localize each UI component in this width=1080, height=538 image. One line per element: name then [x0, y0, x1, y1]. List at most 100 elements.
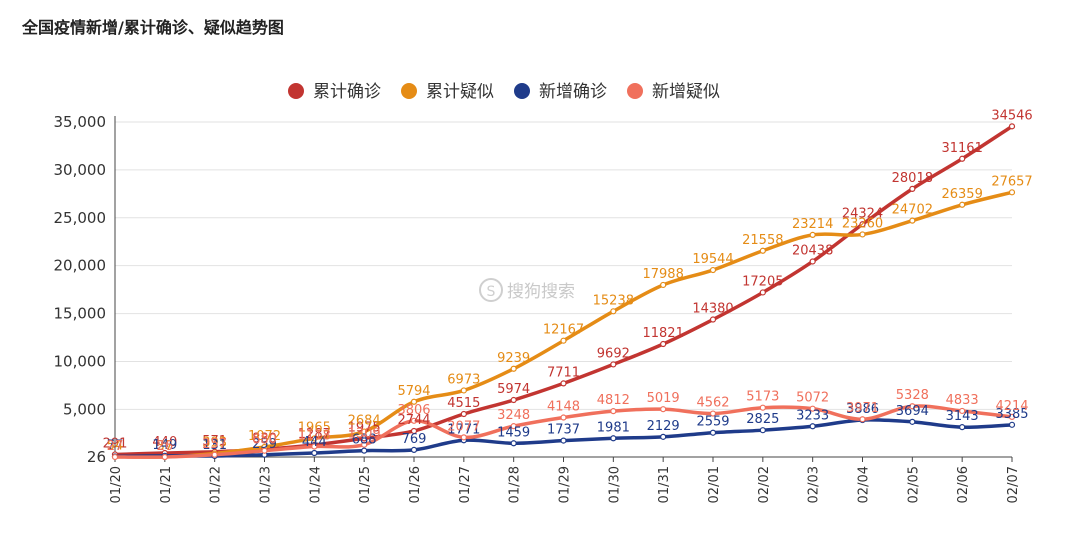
data-point [510, 396, 517, 404]
y-axis: 26 5,000 10,000 15,000 20,000 25,000 30,000 35,… [54, 113, 116, 466]
data-point [510, 423, 517, 430]
data-label: 1981 [597, 420, 630, 435]
data-point [759, 404, 766, 411]
data-label: 26 [157, 439, 174, 454]
data-label: 3385 [995, 407, 1028, 422]
data-point [909, 418, 916, 425]
data-label: 27 [107, 439, 124, 454]
data-point [660, 406, 667, 413]
x-tick-label: 02/01 [707, 466, 722, 503]
data-point [410, 398, 418, 405]
data-point [610, 408, 617, 415]
x-axis: 01/20 01/21 01/22 01/23 01/24 01/25 01/26 01/27… [109, 457, 1021, 503]
data-point [311, 443, 318, 450]
data-label: 15238 [593, 293, 634, 308]
data-label: 24324 [842, 206, 883, 221]
data-label: 257 [202, 437, 227, 452]
data-point [410, 427, 418, 435]
data-label: 1309 [348, 427, 381, 442]
x-tick-label: 01/29 [558, 466, 573, 503]
data-label: 5974 [497, 382, 530, 397]
data-point [859, 231, 866, 238]
data-label: 1771 [447, 422, 480, 437]
data-label: 77 [107, 439, 124, 454]
data-label: 688 [352, 433, 377, 448]
x-tick-label: 01/20 [109, 466, 124, 503]
legend-marker [401, 83, 417, 99]
data-label: 3971 [846, 401, 879, 416]
data-label: 5173 [746, 390, 779, 405]
data-label: 3248 [497, 408, 530, 423]
data-point [460, 410, 467, 418]
data-point [959, 424, 966, 431]
data-label: 20438 [792, 243, 833, 258]
data-label: 11821 [642, 326, 683, 341]
x-tick-label: 01/28 [508, 466, 523, 503]
data-label: 2129 [647, 419, 680, 434]
legend-marker [514, 83, 530, 99]
data-point [560, 437, 567, 444]
data-point [410, 446, 418, 453]
data-label: 37 [157, 439, 174, 454]
data-point [759, 289, 766, 296]
data-point [1008, 413, 1016, 420]
data-point [959, 407, 966, 415]
data-point [660, 340, 667, 348]
data-label: 291 [103, 436, 128, 451]
data-point [510, 365, 517, 372]
data-point [759, 427, 766, 434]
watermark-text: 搜狗搜索 [507, 282, 575, 302]
data-point [560, 414, 567, 421]
data-label: 259 [252, 437, 277, 452]
x-tick-label: 01/26 [408, 466, 423, 503]
data-label: 1975 [348, 420, 381, 435]
data-point [1008, 421, 1016, 428]
data-label: 9239 [497, 351, 530, 366]
data-point [709, 266, 717, 274]
data-label: 3233 [796, 408, 829, 423]
data-label: 149 [152, 438, 177, 453]
data-point [111, 453, 119, 461]
data-point [560, 380, 567, 387]
data-point [809, 423, 816, 430]
data-point [660, 281, 667, 289]
data-point [311, 449, 318, 457]
chart-title: 全国疫情新增/累计确诊、疑似趋势图 [22, 18, 284, 37]
data-label: 5328 [896, 388, 929, 403]
x-tick-label: 02/06 [956, 466, 971, 503]
data-label: 5794 [397, 384, 430, 399]
data-label: 28018 [892, 171, 933, 186]
data-point [610, 308, 617, 315]
data-label: 3886 [846, 402, 879, 417]
data-label: 5072 [796, 391, 829, 406]
data-point [311, 435, 318, 442]
legend-label: 累计确诊 [313, 82, 381, 102]
data-label: 1118 [298, 429, 331, 444]
legend-label: 新增确诊 [539, 82, 607, 102]
data-label: 1072 [248, 429, 281, 444]
data-point [261, 447, 268, 454]
data-label: 4515 [447, 396, 480, 411]
data-label: 3143 [946, 409, 979, 424]
data-point [410, 417, 418, 424]
data-label: 2744 [397, 413, 430, 428]
x-tick-label: 01/25 [358, 466, 373, 503]
legend-marker [288, 83, 304, 99]
data-label: 27657 [991, 174, 1032, 189]
series-points [111, 123, 1016, 461]
data-label: 23260 [842, 216, 883, 231]
data-point [161, 453, 168, 461]
data-point [361, 447, 368, 454]
data-label: 19544 [692, 252, 733, 267]
data-label: 444 [302, 435, 327, 450]
legend-label: 累计疑似 [426, 82, 494, 102]
x-tick-label: 01/22 [209, 466, 224, 503]
data-point [211, 451, 218, 458]
data-point [859, 416, 866, 423]
x-tick-label: 01/30 [607, 466, 622, 503]
data-label: 31161 [941, 141, 982, 156]
data-point [709, 410, 717, 417]
data-point [361, 435, 368, 442]
data-label: 2825 [746, 412, 779, 427]
